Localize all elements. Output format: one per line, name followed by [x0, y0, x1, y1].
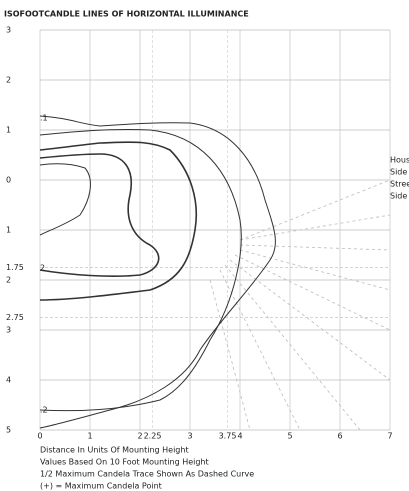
x-tick-label: 3: [187, 432, 192, 441]
note: (+) = Maximum Candela Point: [40, 482, 162, 491]
y-tick-label: 2: [6, 76, 11, 85]
y-tick-label: 2.75: [6, 313, 24, 322]
note: 1/2 Maximum Candela Trace Shown As Dashe…: [40, 470, 254, 479]
side-label: Side: [390, 192, 407, 201]
y-tick-label: 2: [6, 276, 11, 285]
note: Distance In Units Of Mounting Height: [40, 446, 189, 455]
x-tick-label: 2.25: [144, 432, 162, 441]
x-tick-label: 7: [387, 432, 392, 441]
contour-label: .1: [40, 114, 48, 123]
y-tick-label: 4: [6, 376, 11, 385]
contour-label: 2: [40, 264, 45, 273]
x-tick-label: 5: [287, 432, 292, 441]
y-tick-label: 5: [6, 426, 11, 435]
side-label: Hous: [390, 156, 409, 165]
chart-title: ISOFOOTCANDLE LINES OF HORIZONTAL ILLUMI…: [4, 10, 249, 19]
x-tick-label: 4: [237, 432, 242, 441]
x-tick-label: 0: [37, 432, 42, 441]
y-tick-label: 3: [6, 326, 11, 335]
side-label: Stree: [390, 180, 409, 189]
x-tick-label: 6: [337, 432, 342, 441]
x-tick-label: 2: [137, 432, 142, 441]
y-tick-label: 1.75: [6, 263, 24, 272]
x-tick-label: 3.75: [219, 432, 237, 441]
trace-lines: [209, 179, 391, 431]
contour-label: .2: [40, 406, 48, 415]
y-tick-label: 1: [6, 126, 11, 135]
x-tick-label: 1: [87, 432, 92, 441]
y-tick-label: 0: [6, 176, 11, 185]
side-label: Side: [390, 168, 407, 177]
y-tick-label: 1: [6, 226, 11, 235]
isofootcandle-curves: [39, 115, 276, 429]
y-tick-label: 3: [6, 26, 11, 35]
note: Values Based On 10 Foot Mounting Height: [40, 458, 209, 467]
